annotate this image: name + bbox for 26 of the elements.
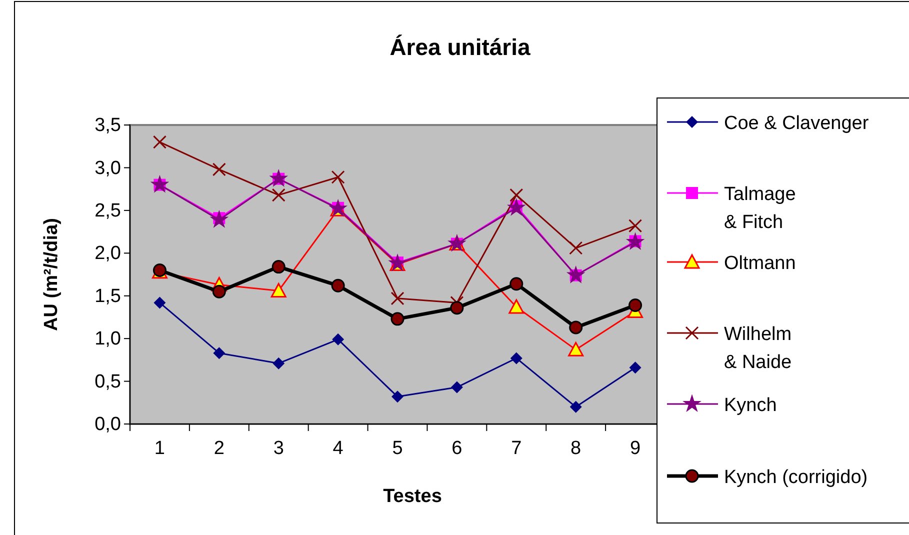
y-axis-title: AU (m²/t/dia) [41, 218, 62, 331]
legend-label: Kynch (corrigido) [724, 467, 868, 488]
legend-label: Talmage & Fitch [724, 184, 796, 233]
x-tick-label: 4 [332, 438, 344, 459]
y-tick-label: 2,5 [94, 200, 121, 222]
x-tick-label: 8 [570, 438, 582, 459]
x-tick-label: 3 [273, 438, 284, 459]
y-tick-label: 1,0 [94, 328, 121, 350]
y-tick-label: 0,0 [94, 414, 121, 436]
x-tick-label: 9 [630, 438, 641, 459]
x-axis-title: Testes [383, 486, 442, 507]
x-tick-label: 5 [392, 438, 403, 459]
y-tick-label: 1,5 [94, 286, 121, 307]
y-tick-label: 3,5 [94, 115, 121, 136]
x-tick-label: 6 [452, 438, 462, 459]
x-tick-label: 1 [154, 438, 166, 459]
y-tick-label: 0,5 [94, 371, 121, 392]
legend-label: Oltmann [724, 253, 796, 274]
legend-label: Wilhelm & Naide [724, 324, 792, 373]
x-tick-label: 2 [214, 438, 224, 459]
legend-label: Coe & Clavenger [724, 113, 870, 134]
y-tick-label: 3,0 [94, 158, 121, 179]
x-tick-label: 7 [511, 438, 522, 459]
legend-label: Kynch [724, 395, 777, 416]
chart-title: Área unitária [390, 34, 531, 60]
y-tick-label: 2,0 [94, 243, 121, 264]
